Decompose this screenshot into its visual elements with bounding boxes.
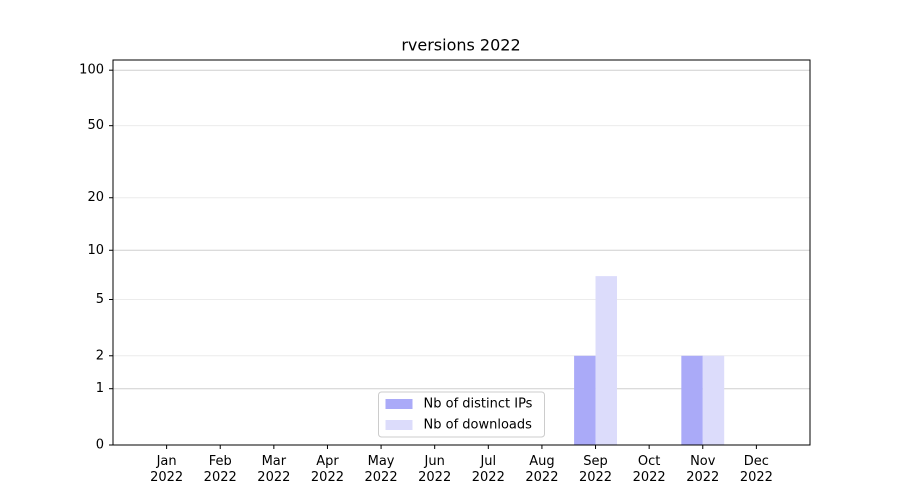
bar [702, 355, 725, 445]
x-tick-label: Apr 2022 [311, 454, 344, 485]
y-tick-label: 100 [79, 63, 104, 78]
x-tick-label: Mar 2022 [257, 454, 290, 485]
legend-box [378, 391, 545, 438]
x-tick-label: May 2022 [365, 454, 398, 485]
y-tick-label: 50 [87, 118, 104, 133]
legend-label: Nb of downloads [424, 418, 533, 433]
bar [574, 355, 596, 445]
y-tick-label: 20 [87, 190, 104, 205]
chart-title: rversions 2022 [401, 36, 520, 55]
x-tick-label: Sep 2022 [579, 454, 612, 485]
legend-swatch [385, 399, 413, 409]
plot-frame [112, 59, 811, 446]
x-tick-label: Oct 2022 [633, 454, 666, 485]
bar [681, 355, 703, 445]
x-tick-label: Dec 2022 [740, 454, 773, 485]
x-tick-label: Jun 2022 [418, 454, 451, 485]
x-tick-label: Jul 2022 [472, 454, 505, 485]
x-tick-label: Feb 2022 [204, 454, 237, 485]
legend-swatch [385, 420, 413, 430]
y-tick-label: 10 [87, 243, 104, 258]
x-tick-label: Jan 2022 [150, 454, 183, 485]
y-tick-label: 0 [96, 438, 104, 453]
y-tick-label: 5 [96, 292, 104, 307]
y-tick-label: 2 [96, 348, 104, 363]
legend-label: Nb of distinct IPs [424, 397, 533, 412]
legend: Nb of distinct IPs Nb of downloads [378, 391, 545, 438]
bar [595, 276, 617, 445]
x-tick-label: Nov 2022 [686, 454, 719, 485]
x-tick-label: Aug 2022 [525, 454, 558, 485]
y-tick-label: 1 [96, 381, 104, 396]
